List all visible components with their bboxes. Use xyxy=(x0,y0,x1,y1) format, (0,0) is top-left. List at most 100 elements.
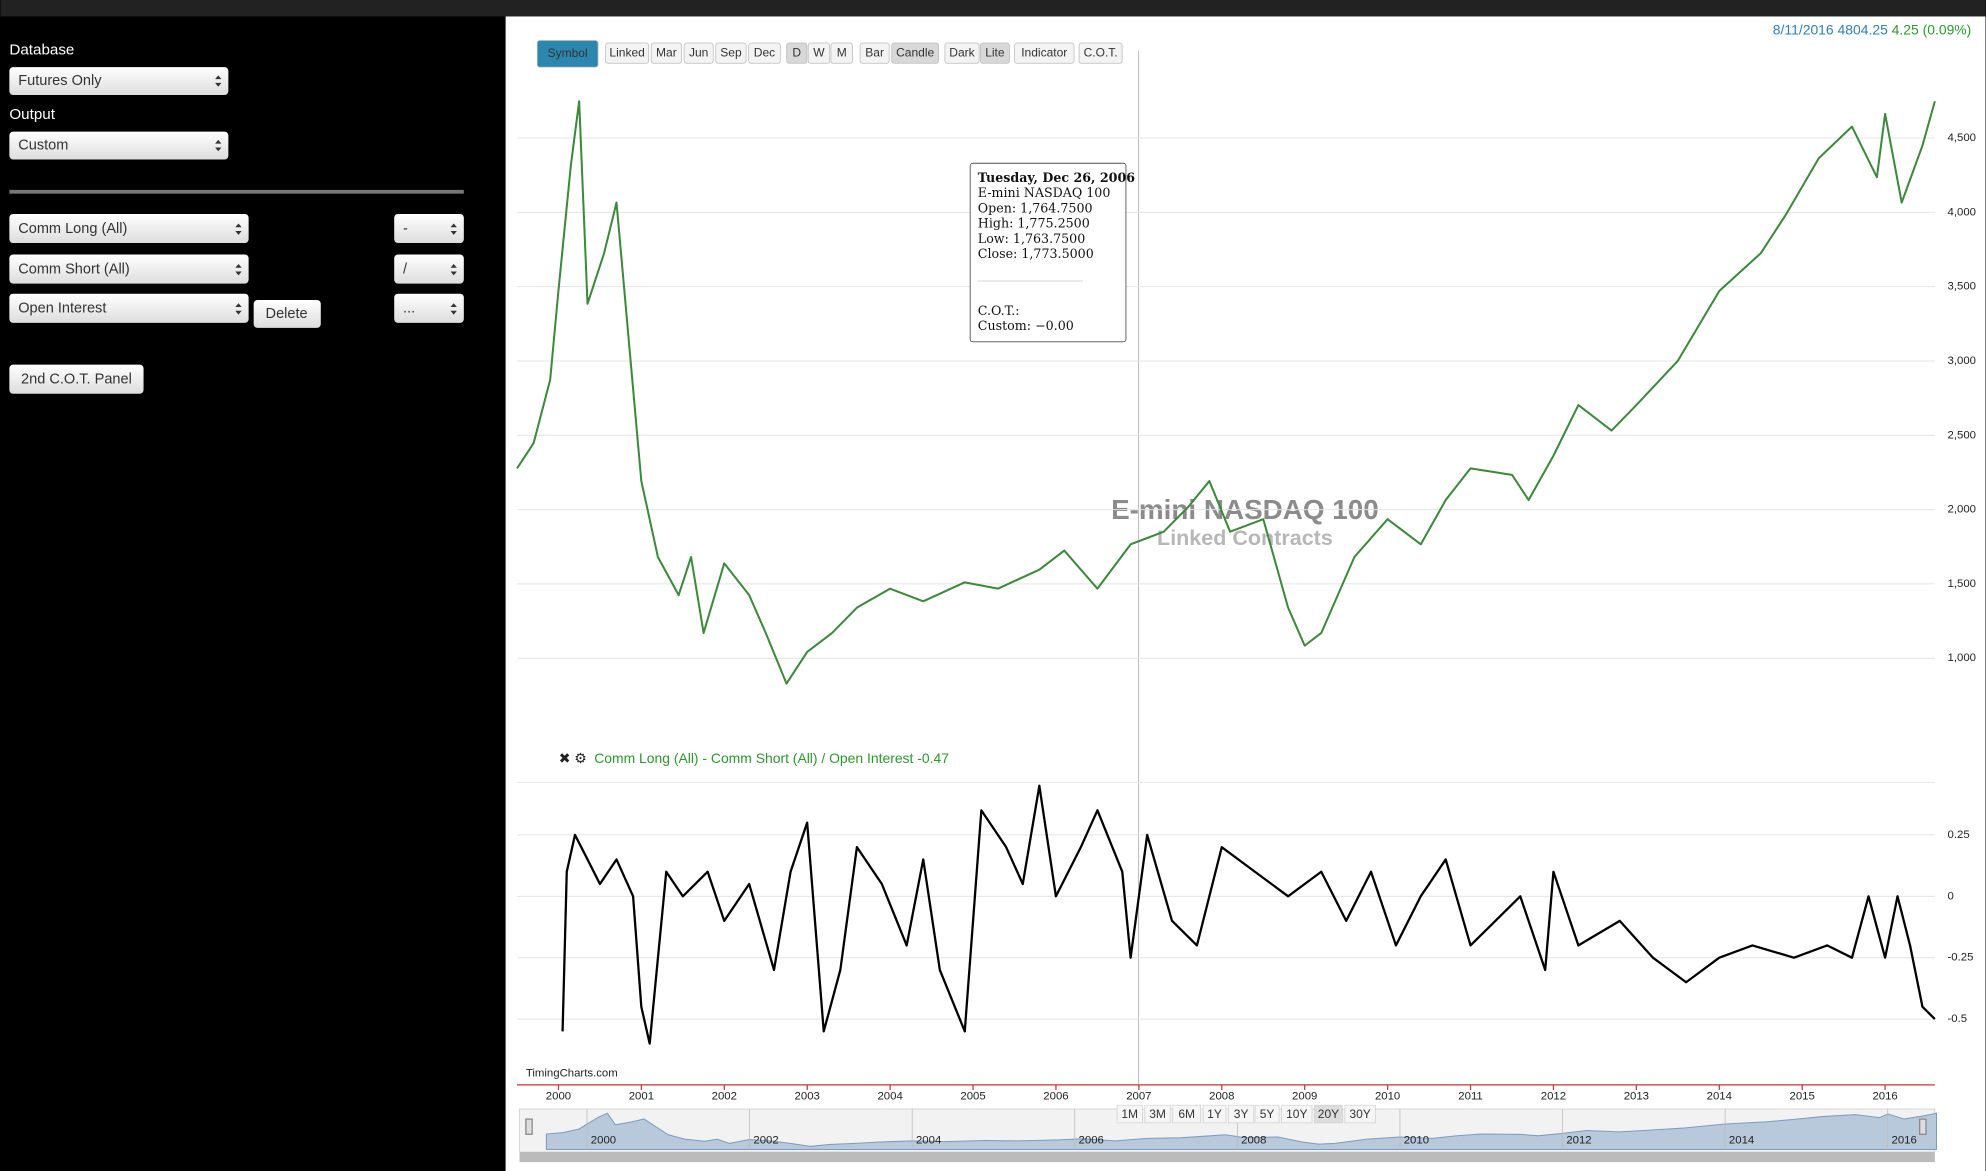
y-tick-label: -0.25 xyxy=(1948,952,1974,964)
y-tick-label: 3,000 xyxy=(1948,355,1976,367)
toolbar-button[interactable] xyxy=(807,42,831,64)
range-button[interactable] xyxy=(1228,1104,1255,1124)
x-tick-label: 2014 xyxy=(1707,1090,1732,1102)
toolbar-button[interactable] xyxy=(859,42,890,64)
range-button[interactable] xyxy=(1172,1104,1201,1124)
label: Output xyxy=(9,106,55,123)
tooltip-line: Open: 1,764.7500 xyxy=(978,200,1093,215)
range-button[interactable] xyxy=(1344,1104,1376,1124)
select[interactable] xyxy=(394,213,464,244)
toolbar-label: Candle xyxy=(896,45,934,59)
y-tick-label: 2,000 xyxy=(1948,504,1976,516)
x-tick-label: 2010 xyxy=(1375,1090,1400,1102)
toolbar-label: Lite xyxy=(985,45,1005,59)
toolbar-label: C.O.T. xyxy=(1084,45,1118,59)
select-value: ... xyxy=(403,301,415,317)
toolbar-button[interactable] xyxy=(891,42,939,64)
range-button[interactable] xyxy=(1254,1104,1280,1124)
toolbar-button[interactable] xyxy=(650,42,682,64)
select-arrow xyxy=(235,223,242,235)
select[interactable] xyxy=(9,131,229,160)
tooltip-line: Low: 1,763.7500 xyxy=(978,231,1085,246)
toolbar-button[interactable] xyxy=(605,42,650,64)
navigator-tick-label: 2006 xyxy=(1079,1135,1104,1147)
y-tick-label: 3,500 xyxy=(1948,281,1976,293)
range-button[interactable] xyxy=(1202,1104,1227,1124)
sidebar: Database Futures Only Output Custom Comm… xyxy=(9,42,464,394)
toolbar-button[interactable] xyxy=(683,42,714,64)
tooltip-line: High: 1,775.2500 xyxy=(978,216,1090,231)
quote-date: 8/11/2016 xyxy=(1773,21,1834,37)
navigator-tick-label: 2008 xyxy=(1241,1135,1266,1147)
select-value: Custom xyxy=(18,137,68,153)
x-tick-label: 2012 xyxy=(1541,1090,1566,1102)
select-arrow xyxy=(235,263,242,276)
tooltip-name: E-mini NASDAQ 100 xyxy=(978,185,1111,200)
select[interactable] xyxy=(9,213,249,244)
handle[interactable] xyxy=(1919,1118,1927,1135)
toolbar-button[interactable] xyxy=(830,42,853,64)
x-tick-label: 2006 xyxy=(1043,1090,1068,1102)
navigator-tick-label: 2016 xyxy=(1892,1135,1917,1147)
y-tick-label: 1,000 xyxy=(1948,652,1976,664)
toolbar-label: Linked xyxy=(609,45,644,59)
navigator-tick-label: 2000 xyxy=(591,1135,616,1147)
toolbar-button[interactable] xyxy=(1078,42,1123,64)
y-tick-label: 1,500 xyxy=(1948,578,1976,590)
select[interactable] xyxy=(9,67,229,95)
button-label: 2nd C.O.T. Panel xyxy=(21,372,132,388)
range-button[interactable] xyxy=(1144,1104,1171,1124)
navigator-tick-label: 2010 xyxy=(1404,1135,1429,1147)
range-label: 30Y xyxy=(1349,1107,1370,1121)
x-tick-label: 2009 xyxy=(1292,1090,1317,1102)
range-label: 3M xyxy=(1149,1107,1166,1121)
toolbar-label: Bar xyxy=(865,45,884,59)
x-tick-label: 2001 xyxy=(629,1090,654,1102)
credit: TimingCharts.com xyxy=(526,1068,618,1080)
toolbar-button[interactable] xyxy=(748,42,781,64)
range-button[interactable] xyxy=(1281,1104,1313,1124)
tooltip-line: Close: 1,773.5000 xyxy=(978,246,1094,261)
select[interactable] xyxy=(394,293,464,323)
top-bar xyxy=(0,0,1986,17)
toolbar-button[interactable] xyxy=(979,42,1010,64)
navigator-area xyxy=(545,1112,1938,1150)
x-tick-label: 2003 xyxy=(795,1090,820,1102)
range-button[interactable] xyxy=(1314,1104,1343,1124)
quote: 8/11/2016 4804.25 4.25 (0.09%) xyxy=(1773,21,1971,37)
toolbar-label: Jun xyxy=(689,45,708,59)
select[interactable] xyxy=(9,293,249,323)
select-value: Futures Only xyxy=(18,73,102,89)
toolbar-label: Sep xyxy=(720,45,742,59)
quote-change: 4.25 (0.09%) xyxy=(1892,21,1972,37)
scrollbar[interactable] xyxy=(519,1152,1935,1163)
watermark-subtitle: Linked Contracts xyxy=(1157,526,1333,550)
label: Database xyxy=(9,42,74,59)
toolbar-button[interactable] xyxy=(536,40,599,68)
main-panel xyxy=(505,16,1986,1171)
navigator-tick-label: 2012 xyxy=(1566,1135,1591,1147)
select[interactable] xyxy=(394,254,464,284)
indicator-close[interactable]: ✖ ⚙ xyxy=(559,750,587,766)
toolbar-button[interactable] xyxy=(715,42,747,64)
button-label: Delete xyxy=(266,306,308,322)
second-panel-button[interactable] xyxy=(9,364,144,394)
toolbar-button[interactable] xyxy=(944,42,980,64)
x-tick-label: 2005 xyxy=(960,1090,985,1102)
select-arrow xyxy=(450,263,457,276)
toolbar-button[interactable] xyxy=(786,42,808,64)
data-line xyxy=(516,100,1936,685)
select-value: / xyxy=(403,261,408,277)
range-button[interactable] xyxy=(1116,1104,1143,1124)
x-tick-label: 2000 xyxy=(546,1090,571,1102)
select[interactable] xyxy=(9,254,249,284)
toolbar-label: Dec xyxy=(754,45,775,59)
handle[interactable] xyxy=(525,1118,533,1135)
tooltip-custom: Custom: −0.00 xyxy=(978,318,1074,333)
delete-button[interactable] xyxy=(253,300,321,328)
select-arrow xyxy=(235,303,242,315)
y-tick-label: 2,500 xyxy=(1948,429,1976,441)
range-label: 3Y xyxy=(1234,1107,1249,1121)
toolbar-button[interactable] xyxy=(1014,42,1075,64)
